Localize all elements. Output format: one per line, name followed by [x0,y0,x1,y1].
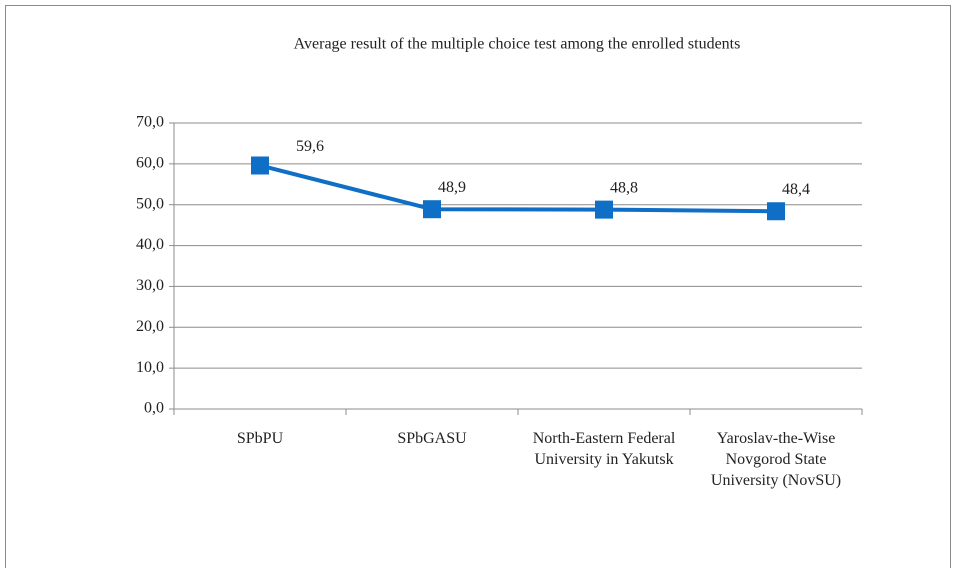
x-tick-label: Yaroslav-the-Wise Novgorod State Univers… [710,430,842,489]
data-label: 48,9 [438,179,466,196]
y-tick-label: 40,0 [136,236,164,253]
y-tick-label: 20,0 [136,318,164,335]
series-line [259,163,777,214]
y-tick-label: 70,0 [136,114,164,131]
y-tick-label: 10,0 [136,359,164,376]
marker [767,202,785,221]
y-tick-label: 50,0 [136,195,164,212]
data-label: 59,6 [296,138,324,155]
data-label: 48,4 [782,181,810,198]
y-tick-label: 0,0 [144,400,164,417]
marker [423,200,441,219]
marker [251,156,269,175]
x-tick-label: SPbPU [236,430,284,447]
chart-title: Average result of the multiple choice te… [294,36,741,53]
data-label: 48,8 [610,179,638,196]
chart-frame [5,5,951,568]
marker [595,200,613,219]
x-tick-label: North-Eastern Federal University in Yaku… [532,430,676,468]
y-tick-label: 30,0 [136,277,164,294]
x-tick-label: SPbGASU [397,430,467,447]
y-tick-label: 60,0 [136,155,164,172]
